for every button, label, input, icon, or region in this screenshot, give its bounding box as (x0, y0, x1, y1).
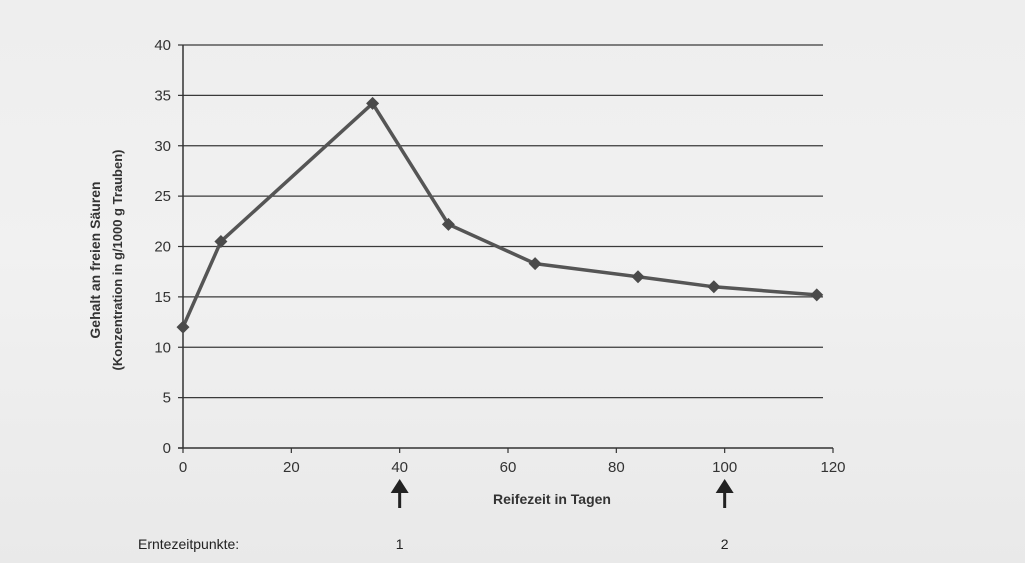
harvest-point-label-2: 2 (721, 536, 729, 552)
x-tick-100: 100 (712, 459, 737, 476)
y-tick-35: 35 (154, 87, 171, 104)
data-point-7 (810, 288, 824, 302)
data-point-4 (528, 257, 542, 271)
harvest-arrow-head-1 (390, 479, 409, 493)
y-tick-40: 40 (154, 37, 171, 54)
data-point-0 (176, 320, 190, 334)
y-tick-30: 30 (154, 138, 171, 155)
x-tick-labels: 0 20 40 60 80 100 120 (179, 459, 846, 476)
x-axis-label: Reifezeit in Tagen (493, 491, 611, 507)
axes (178, 44, 834, 453)
harvest-arrow-head-2 (715, 479, 734, 493)
y-tick-15: 15 (154, 289, 171, 306)
y-tick-5: 5 (163, 390, 171, 407)
x-tick-20: 20 (283, 459, 300, 476)
data-point-3 (441, 217, 455, 231)
harvest-label: Erntezeitpunkte: (138, 536, 239, 552)
series-line (181, 101, 817, 328)
data-point-1 (214, 234, 228, 248)
gridlines (183, 44, 823, 399)
x-tick-60: 60 (500, 459, 517, 476)
y-axis-label: Gehalt an freien Säuren (87, 181, 103, 338)
x-tick-120: 120 (820, 459, 845, 476)
y-tick-20: 20 (154, 239, 171, 256)
harvest-point-label-1: 1 (396, 536, 404, 552)
x-tick-0: 0 (179, 459, 187, 476)
y-tick-25: 25 (154, 188, 171, 205)
x-tick-40: 40 (391, 459, 408, 476)
x-tick-80: 80 (608, 459, 625, 476)
y-tick-10: 10 (154, 339, 171, 356)
data-point-2 (366, 96, 380, 110)
data-point-5 (631, 270, 645, 284)
y-axis-sublabel: (Konzentration in g/1000 g Trauben) (110, 149, 125, 370)
data-point-6 (707, 280, 721, 294)
y-tick-0: 0 (163, 440, 171, 457)
series (176, 96, 824, 334)
y-tick-labels: 0 5 10 15 20 25 30 35 40 (154, 37, 171, 457)
